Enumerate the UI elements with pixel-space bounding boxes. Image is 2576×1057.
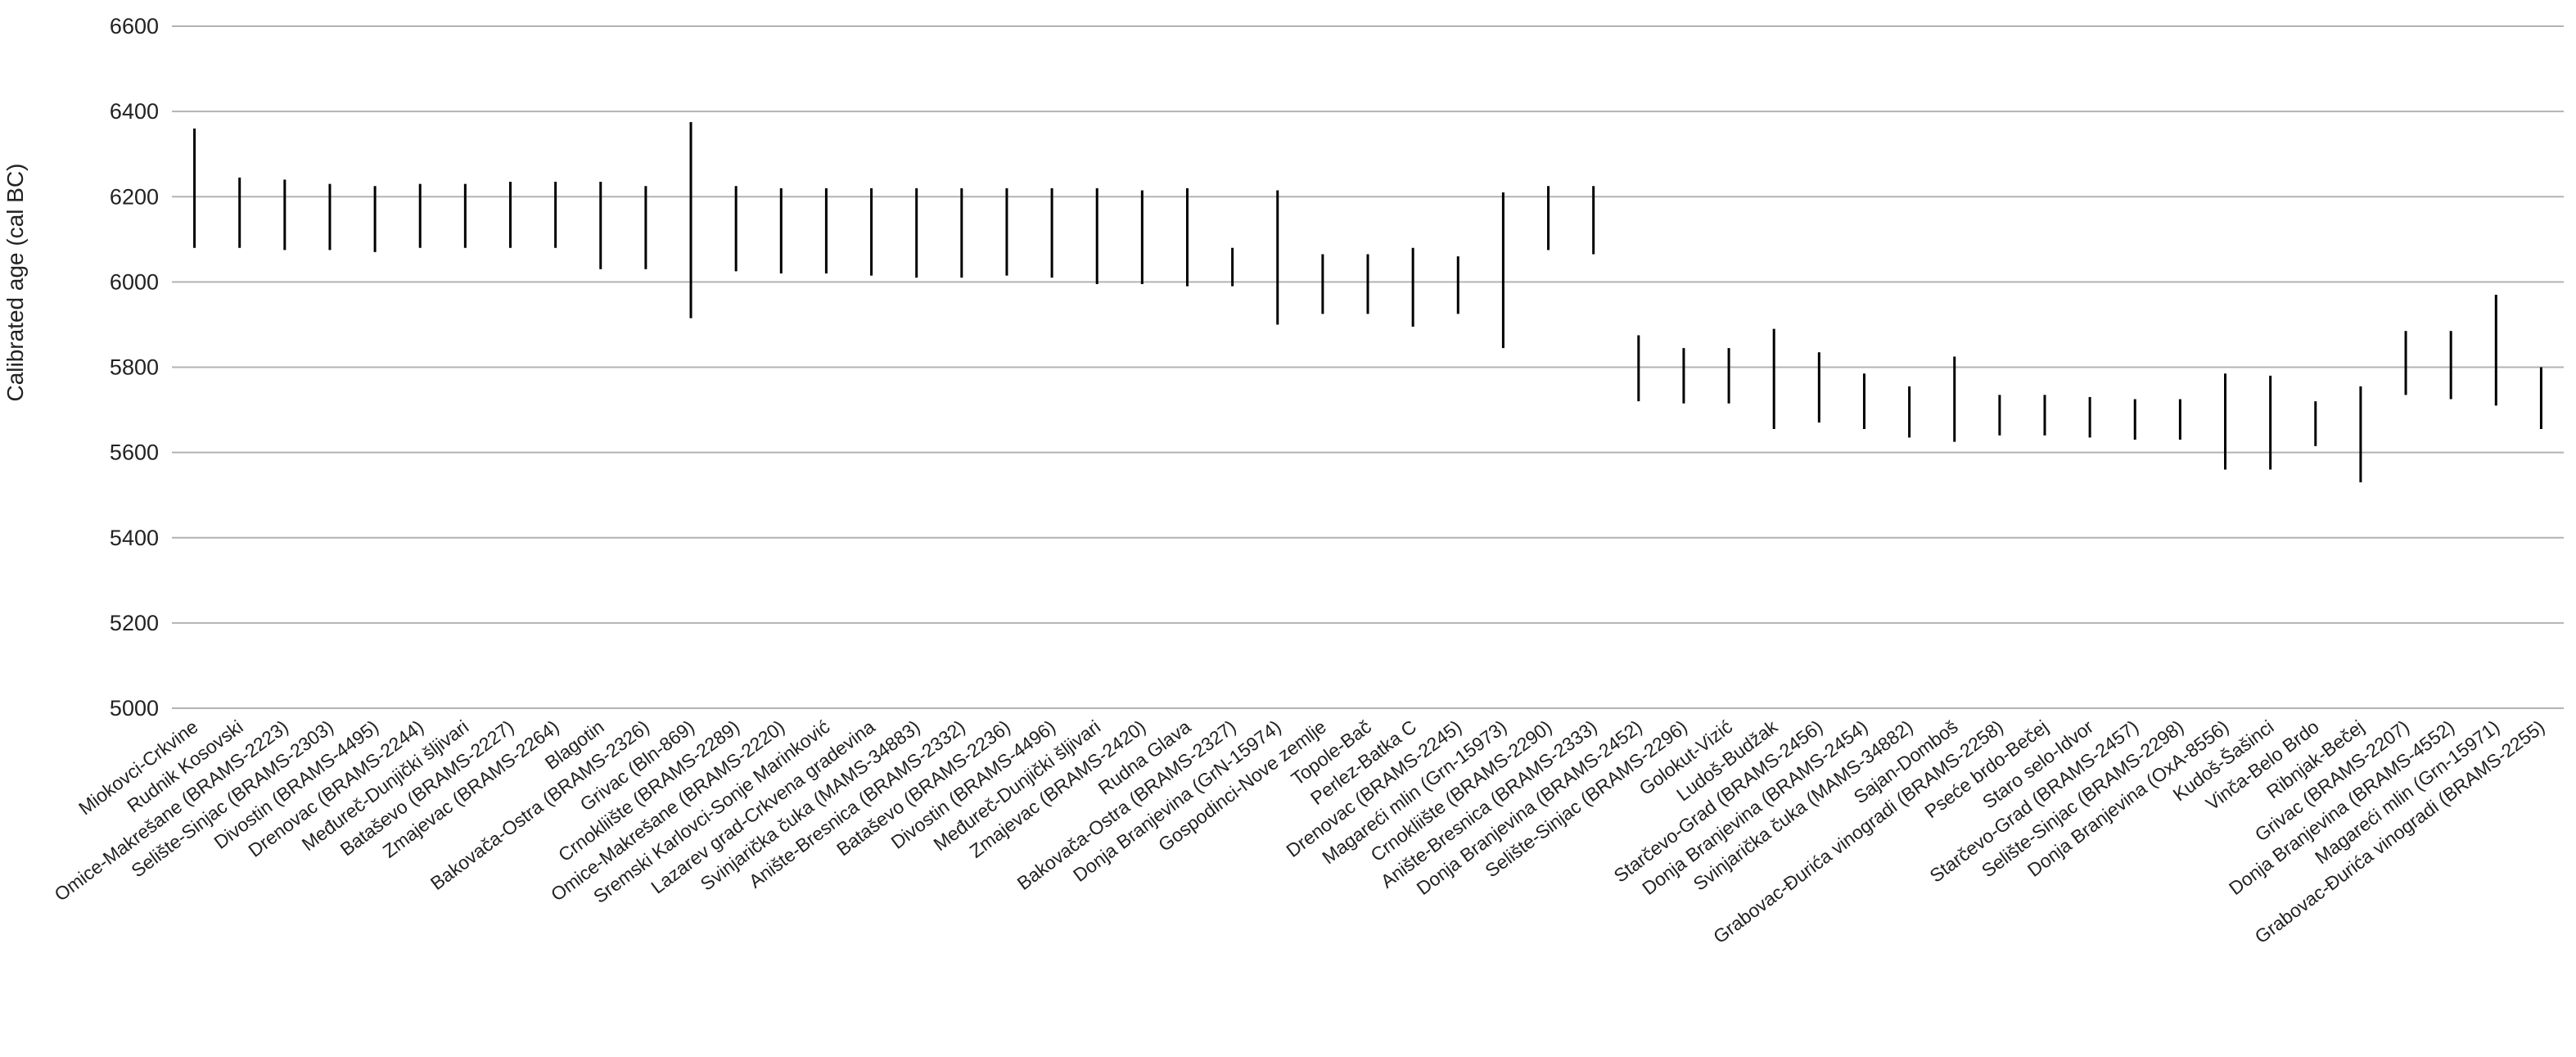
range-bars (193, 122, 2542, 483)
y-tick-label: 5200 (110, 611, 159, 635)
y-tick-label: 5400 (110, 526, 159, 550)
y-tick-label: 5800 (110, 355, 159, 380)
y-tick-label: 6200 (110, 184, 159, 209)
y-axis-title: Calibrated age (cal BC) (2, 163, 28, 401)
y-tick-label: 5000 (110, 696, 159, 720)
y-tick-label: 6600 (110, 14, 159, 38)
y-tick-label: 5600 (110, 440, 159, 465)
y-tick-label: 6000 (110, 269, 159, 294)
y-tick-label: 6400 (110, 99, 159, 124)
y-axis-tick-labels: 5000 5200 5400 5600 5800 6000 6200 6400 6600 (110, 14, 159, 720)
gridlines (172, 25, 2564, 709)
